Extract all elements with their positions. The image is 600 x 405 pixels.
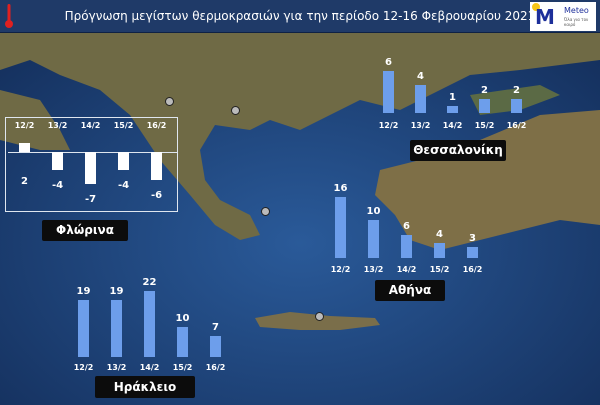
athens-bar: [467, 246, 478, 258]
athens-value-label: 6: [403, 221, 410, 233]
heraklion-bar: [144, 291, 155, 357]
thessaloniki-bar: [511, 99, 522, 113]
land-crete: [255, 312, 380, 330]
heraklion-bar: [111, 300, 122, 357]
florina-bar: [85, 152, 96, 185]
heraklion-date-label: 13/2: [106, 363, 127, 372]
heraklion-value-label: 10: [175, 313, 190, 324]
florina-bar: [52, 152, 63, 171]
land-italy: [0, 90, 70, 150]
florina-date-label: 15/2: [113, 121, 134, 130]
heraklion-value-label: 19: [109, 286, 124, 297]
heraklion-bar: [177, 327, 188, 357]
land-turkey: [375, 110, 600, 250]
florina-date-label: 12/2: [14, 121, 35, 130]
thessaloniki-date-label: 14/2: [442, 121, 463, 130]
athens-bar: [434, 242, 445, 258]
thessaloniki-bar: [383, 71, 394, 113]
athens-date-label: 16/2: [462, 265, 483, 274]
florina-value-label: -4: [51, 180, 64, 192]
heraklion-date-label: 14/2: [139, 363, 160, 372]
athens-value-label: 10: [366, 206, 381, 217]
florina-bar: [118, 152, 129, 171]
athens-date-label: 12/2: [330, 265, 351, 274]
thessaloniki-date-label: 12/2: [378, 121, 399, 130]
thessaloniki-value-label: 4: [417, 71, 424, 82]
sun-icon: [532, 3, 540, 11]
athens-date-label: 15/2: [429, 265, 450, 274]
athens-value-label: 4: [436, 228, 443, 240]
land-balkans: [0, 33, 600, 240]
heraklion-bar: [78, 300, 89, 357]
athens-value-label: 3: [469, 232, 476, 244]
florina-date-label: 13/2: [47, 121, 68, 130]
heraklion-value-label: 7: [212, 322, 219, 333]
florina-value-label: -6: [150, 189, 163, 201]
heraklion-bar: [210, 336, 221, 357]
athens-date-label: 14/2: [396, 265, 417, 274]
thessaloniki-bar: [479, 99, 490, 113]
heraklion-city-label: Ηράκλειο: [95, 376, 195, 398]
athens-bar: [368, 220, 379, 258]
florina-value-label: -4: [117, 180, 130, 192]
city-marker-thessaloniki: [231, 106, 240, 115]
thessaloniki-value-label: 1: [449, 92, 456, 103]
thessaloniki-value-label: 6: [385, 57, 392, 68]
thessaloniki-date-label: 16/2: [506, 121, 527, 130]
heraklion-date-label: 16/2: [205, 363, 226, 372]
heraklion-value-label: 22: [142, 277, 157, 288]
athens-value-label: 16: [333, 183, 348, 195]
florina-city-label: Φλώρινα: [42, 220, 128, 241]
florina-chart-frame: [5, 117, 178, 212]
heraklion-date-label: 15/2: [172, 363, 193, 372]
florina-bar: [151, 152, 162, 180]
meteo-logo: M Meteo Όλα για τον καιρό: [530, 2, 596, 31]
athens-city-label: Αθήνα: [375, 280, 445, 301]
florina-value-label: 2: [21, 176, 28, 187]
city-marker-heraklion: [315, 312, 324, 321]
logo-tagline: Όλα για τον καιρό: [564, 17, 589, 27]
thessaloniki-date-label: 13/2: [410, 121, 431, 130]
thermometer-icon: [5, 4, 13, 28]
page-title: Πρόγνωση μεγίστων θερμοκρασιών για την π…: [64, 9, 536, 23]
heraklion-date-label: 12/2: [73, 363, 94, 372]
thessaloniki-value-label: 2: [481, 85, 488, 96]
florina-date-label: 16/2: [146, 121, 167, 130]
logo-m: M: [535, 5, 555, 29]
thessaloniki-city-label: Θεσσαλονίκη: [410, 140, 506, 161]
heraklion-value-label: 19: [76, 286, 91, 297]
title-bar: Πρόγνωση μεγίστων θερμοκρασιών για την π…: [0, 0, 600, 33]
logo-name: Meteo: [564, 6, 589, 15]
athens-date-label: 13/2: [363, 265, 384, 274]
city-marker-florina: [165, 97, 174, 106]
florina-bar: [19, 142, 30, 152]
athens-bar: [401, 235, 412, 258]
thessaloniki-bar: [447, 106, 458, 113]
athens-bar: [335, 197, 346, 258]
thessaloniki-date-label: 15/2: [474, 121, 495, 130]
city-marker-athens: [261, 207, 270, 216]
thessaloniki-bar: [415, 85, 426, 113]
florina-date-label: 14/2: [80, 121, 101, 130]
florina-value-label: -7: [84, 194, 97, 206]
thessaloniki-value-label: 2: [513, 85, 520, 96]
